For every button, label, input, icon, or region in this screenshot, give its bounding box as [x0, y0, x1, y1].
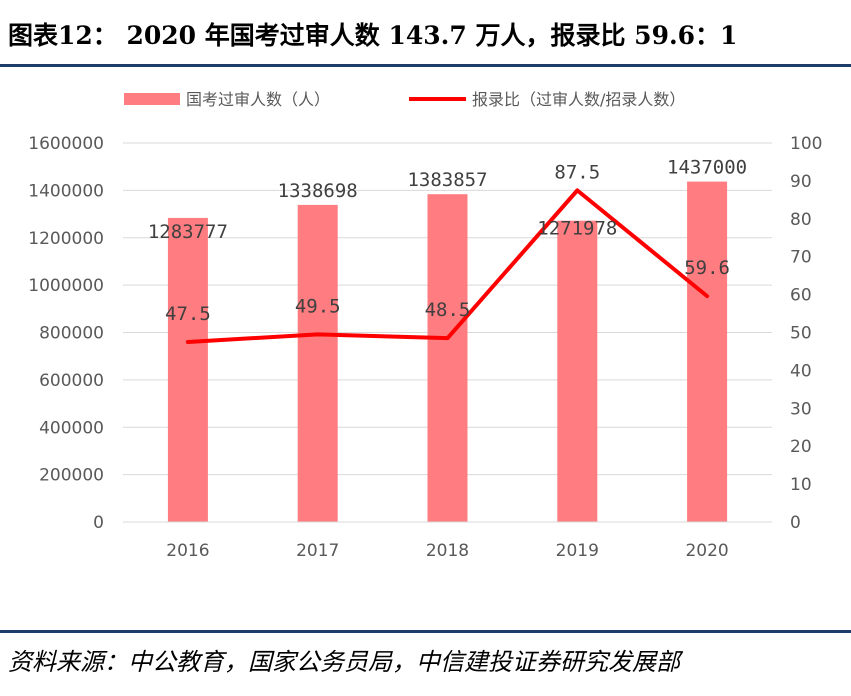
bar-data-label: 1383857 — [407, 169, 487, 191]
x-axis: 2016 2017 2018 2019 2020 — [123, 521, 772, 561]
legend-line-label: 报录比（过审人数/招录人数） — [472, 90, 685, 109]
bar — [557, 220, 598, 523]
left-tick-label: 1200000 — [28, 229, 104, 249]
bar-data-label: 1338698 — [278, 180, 358, 202]
bar-series — [167, 181, 728, 523]
line-data-label: 87.5 — [554, 161, 600, 183]
right-tick-label: 60 — [790, 286, 812, 306]
right-tick-label: 90 — [790, 172, 812, 192]
left-tick-label: 800000 — [39, 324, 104, 344]
line-data-label: 49.5 — [295, 295, 341, 317]
legend: 国考过审人数（人） 报录比（过审人数/招录人数） — [124, 90, 685, 109]
bar — [297, 204, 338, 522]
legend-bar-label: 国考过审人数（人） — [186, 90, 330, 109]
bar-data-label: 1271978 — [537, 218, 617, 240]
left-tick-label: 600000 — [39, 371, 104, 391]
chart-title: 图表12： 2020 年国考过审人数 143.7 万人，报录比 59.6：1 — [8, 21, 738, 50]
line-data-label: 48.5 — [425, 299, 471, 321]
bottom-divider — [0, 630, 851, 633]
bar-data-labels: 1283777 1338698 1383857 1271978 1437000 — [148, 157, 747, 243]
bar — [687, 181, 728, 522]
bar — [427, 194, 468, 522]
x-tick-label: 2019 — [556, 541, 599, 561]
left-tick-label: 1000000 — [28, 276, 104, 296]
left-tick-label: 0 — [93, 513, 104, 533]
right-tick-label: 10 — [790, 475, 812, 495]
x-tick-label: 2020 — [685, 541, 728, 561]
right-tick-label: 100 — [790, 134, 822, 154]
bar — [167, 217, 208, 522]
right-tick-label: 0 — [790, 513, 801, 533]
left-tick-label: 200000 — [39, 466, 104, 486]
right-tick-label: 40 — [790, 361, 812, 381]
right-axis-ticks: 0 10 20 30 40 50 60 70 80 90 100 — [790, 134, 822, 533]
line-series — [185, 188, 710, 344]
line-data-labels: 47.5 49.5 48.5 87.5 59.6 — [165, 161, 730, 325]
legend-bar-swatch — [124, 93, 180, 105]
right-tick-label: 30 — [790, 399, 812, 419]
x-tick-label: 2018 — [426, 541, 469, 561]
right-tick-label: 80 — [790, 210, 812, 230]
left-tick-label: 400000 — [39, 418, 104, 438]
x-tick-label: 2016 — [166, 541, 209, 561]
left-axis-ticks: 0 200000 400000 600000 800000 1000000 1200000 1… — [28, 134, 104, 533]
top-divider — [0, 64, 851, 67]
combo-chart: 国考过审人数（人） 报录比（过审人数/招录人数） 0 200000 400000 60… — [28, 90, 822, 561]
right-tick-label: 70 — [790, 248, 812, 268]
x-tick-label: 2017 — [296, 541, 339, 561]
right-tick-label: 50 — [790, 324, 812, 344]
right-tick-label: 20 — [790, 437, 812, 457]
line-data-label: 47.5 — [165, 303, 211, 325]
bar-data-label: 1283777 — [148, 221, 228, 243]
left-tick-label: 1400000 — [28, 181, 104, 201]
bar-data-label: 1437000 — [667, 157, 747, 179]
left-tick-label: 1600000 — [28, 134, 104, 154]
source-note: 资料来源：中公教育，国家公务员局，中信建投证券研究发展部 — [8, 648, 680, 676]
line-data-label: 59.6 — [684, 257, 730, 279]
